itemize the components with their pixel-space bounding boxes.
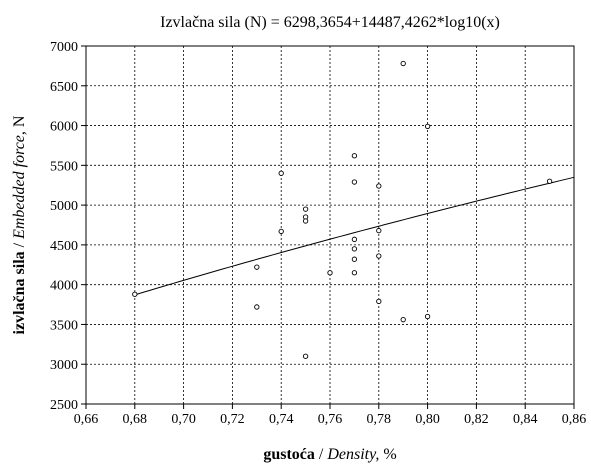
y-tick-label: 7000 — [50, 40, 78, 55]
data-point — [327, 270, 333, 276]
x-tick-label: 0,84 — [513, 412, 538, 427]
chart-title: Izvlačna sila (N) = 6298,3654+14487,4262… — [160, 14, 500, 31]
data-point — [424, 313, 431, 320]
y-axis-ticks: 2500 3000 3500 4000 4500 5000 5500 6000 6500 7000 — [50, 40, 86, 413]
x-tick-label: 0,78 — [367, 412, 392, 427]
x-axis-label: gustoća / Density, % — [263, 446, 396, 463]
data-point — [302, 206, 309, 212]
data-point — [302, 353, 309, 359]
x-tick-label: 0,68 — [123, 412, 148, 427]
x-tick-label: 0,66 — [74, 412, 99, 427]
y-axis-label: izvlačna sila / Embedded force, N — [11, 115, 28, 334]
y-tick-label: 5000 — [50, 199, 78, 214]
data-point — [278, 228, 284, 235]
data-point — [400, 317, 406, 323]
fit-line — [134, 176, 575, 296]
data-point — [254, 304, 260, 310]
data-point — [376, 183, 382, 189]
y-tick-label: 3000 — [50, 358, 78, 373]
data-point — [351, 246, 358, 252]
data-point — [424, 123, 431, 130]
data-point — [376, 298, 382, 305]
data-point — [278, 170, 284, 176]
grid — [86, 46, 574, 404]
x-tick-label: 0,82 — [464, 412, 489, 427]
y-tick-label: 2500 — [50, 398, 78, 413]
data-point — [132, 291, 138, 297]
data-point — [351, 256, 358, 262]
data-point — [351, 270, 358, 276]
data-point — [254, 264, 260, 270]
x-tick-label: 0,70 — [171, 412, 196, 427]
x-tick-label: 0,76 — [318, 412, 343, 427]
data-point — [400, 60, 406, 67]
y-tick-label: 3500 — [50, 318, 78, 333]
data-point — [351, 236, 358, 242]
x-tick-label: 0,86 — [562, 412, 587, 427]
data-point — [302, 218, 309, 224]
data-points — [132, 60, 553, 359]
y-tick-label: 6500 — [50, 80, 78, 95]
data-point — [351, 179, 358, 185]
y-tick-label: 4500 — [50, 239, 78, 254]
data-point — [546, 178, 553, 184]
y-tick-label: 6000 — [50, 120, 78, 135]
x-tick-label: 0,74 — [269, 412, 294, 427]
x-tick-label: 0,80 — [415, 412, 440, 427]
data-point — [376, 253, 382, 259]
y-tick-label: 4000 — [50, 279, 78, 294]
x-axis-ticks: 0,66 0,68 0,70 0,72 0,74 0,76 0,78 0,80 0,82 0,84… — [74, 404, 587, 427]
data-point — [376, 227, 382, 234]
data-point — [351, 153, 358, 159]
x-tick-label: 0,72 — [220, 412, 245, 427]
y-tick-label: 5500 — [50, 159, 78, 174]
